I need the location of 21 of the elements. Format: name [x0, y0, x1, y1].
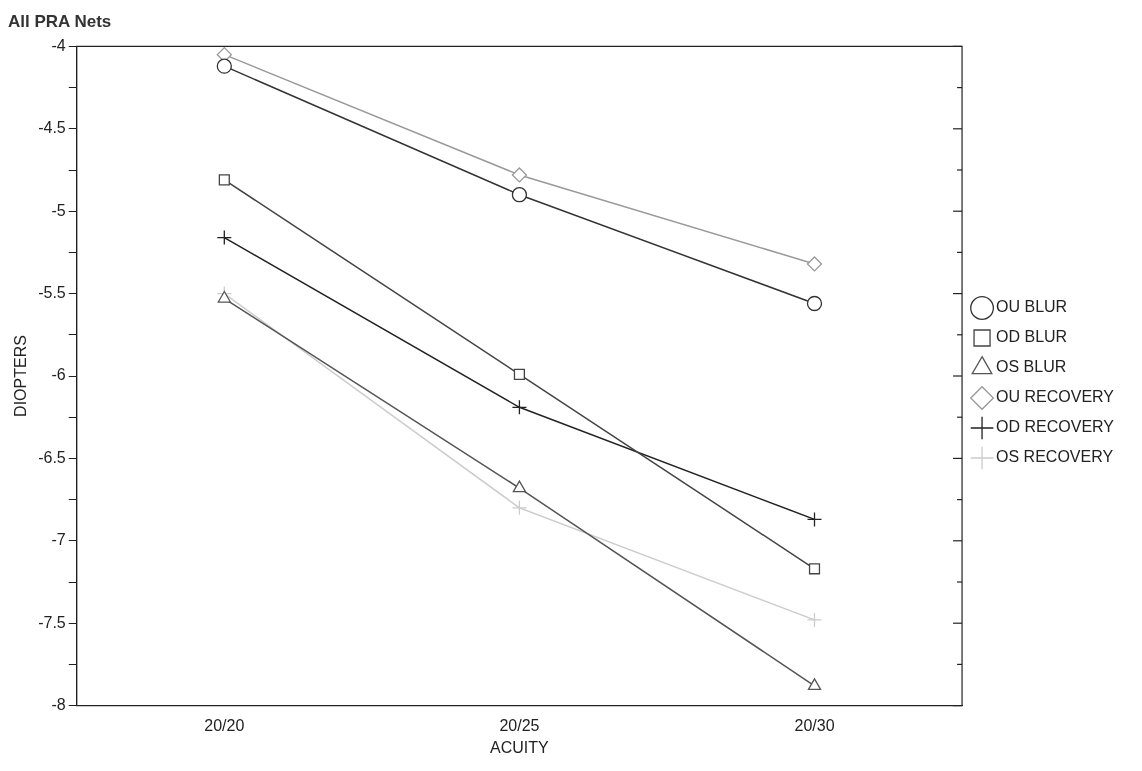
- y-tick-label: -7: [51, 531, 66, 549]
- y-tick-label: -8: [51, 696, 66, 714]
- y-tick-label: -5.5: [38, 284, 66, 302]
- x-tick-label: 20/25: [499, 716, 540, 734]
- y-tick-label: -6.5: [38, 448, 66, 466]
- legend-label: OS RECOVERY: [996, 448, 1114, 466]
- chart-title: All PRA Nets: [8, 11, 112, 31]
- legend-label: OD RECOVERY: [996, 418, 1115, 436]
- y-tick-label: -5: [51, 201, 66, 219]
- x-axis-title: ACUITY: [490, 738, 550, 756]
- x-tick-label: 20/30: [794, 716, 835, 734]
- y-tick-label: -4: [51, 36, 66, 54]
- y-tick-label: -7.5: [38, 613, 66, 631]
- legend-label: OU BLUR: [996, 298, 1068, 316]
- legend-label: OU RECOVERY: [996, 388, 1115, 406]
- y-tick-label: -6: [51, 366, 66, 384]
- y-tick-label: -4.5: [38, 119, 66, 137]
- y-axis-title: DIOPTERS: [12, 335, 30, 417]
- x-tick-label: 20/20: [204, 716, 245, 734]
- legend-label: OD BLUR: [996, 328, 1068, 346]
- legend-label: OS BLUR: [996, 358, 1067, 376]
